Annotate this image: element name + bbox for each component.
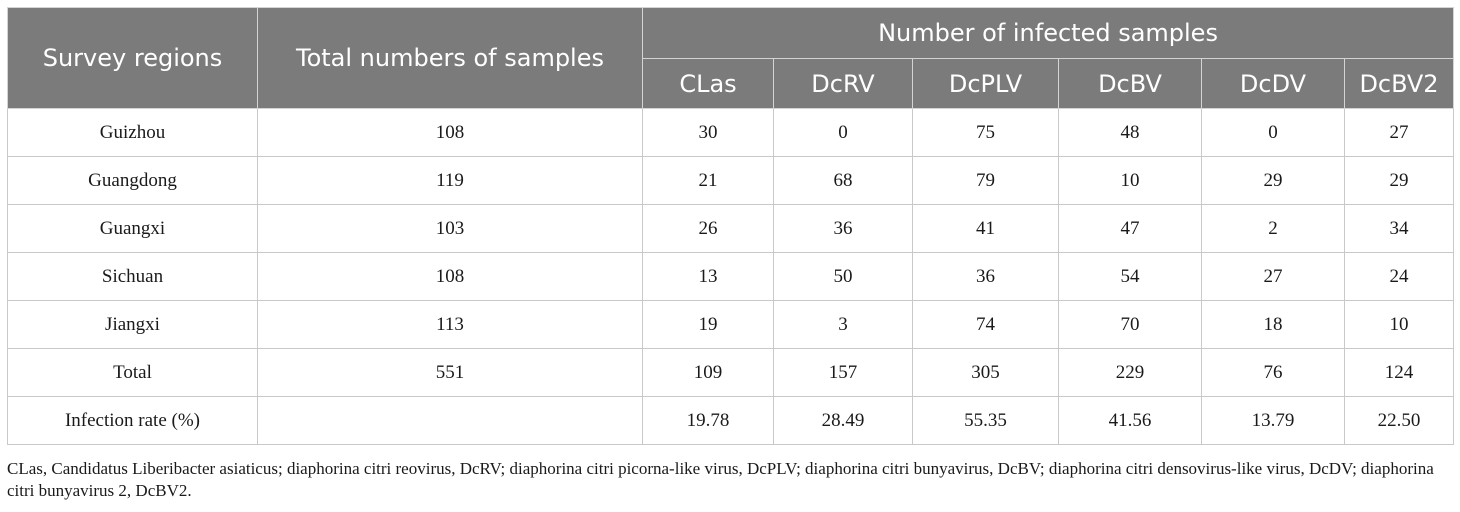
cell-value: 10	[1343, 300, 1455, 349]
cell-value: 13	[642, 252, 774, 301]
table-row-infection-rate: Infection rate (%) 19.78 28.49 55.35 41.…	[7, 396, 1455, 445]
cell-value: 3	[773, 300, 913, 349]
cell-total: 119	[257, 156, 643, 205]
table-row: Guangxi 103 26 36 41 47 2 34	[7, 204, 1455, 253]
cell-value: 48	[1058, 108, 1202, 157]
table-row: Guangdong 119 21 68 79 10 29 29	[7, 156, 1455, 205]
cell-value: 36	[773, 204, 913, 253]
cell-total: 108	[257, 252, 643, 301]
header-pathogen: DcDV	[1201, 58, 1345, 109]
cell-value: 41	[912, 204, 1059, 253]
header-survey-regions: Survey regions	[7, 7, 258, 109]
cell-value: 109	[642, 348, 774, 397]
cell-region: Guizhou	[7, 108, 258, 157]
header-row-pathogens: CLas DcRV DcPLV DcBV DcDV DcBV2	[8, 58, 1455, 109]
cell-value: 54	[1058, 252, 1202, 301]
cell-value: 27	[1343, 108, 1455, 157]
cell-value: 229	[1058, 348, 1202, 397]
header-pathogen: DcPLV	[912, 58, 1059, 109]
header-row-top: Survey regions Total numbers of samples …	[7, 7, 1455, 109]
table-container: Survey regions Total numbers of samples …	[7, 7, 1455, 445]
cell-value: 124	[1343, 348, 1455, 397]
table-footnote: CLas, Candidatus Liberibacter asiaticus;…	[7, 459, 1434, 500]
cell-region: Infection rate (%)	[7, 396, 258, 445]
cell-value: 157	[773, 348, 913, 397]
cell-value: 55.35	[912, 396, 1059, 445]
cell-total: 103	[257, 204, 643, 253]
cell-region: Total	[7, 348, 258, 397]
header-pathogen: DcBV2	[1343, 58, 1455, 109]
cell-value: 19	[642, 300, 774, 349]
header-pathogen: DcBV	[1058, 58, 1202, 109]
cell-value: 2	[1201, 204, 1345, 253]
header-total-samples: Total numbers of samples	[257, 7, 643, 109]
cell-total: 551	[257, 348, 643, 397]
cell-total: 113	[257, 300, 643, 349]
cell-region: Guangdong	[7, 156, 258, 205]
cell-value: 29	[1343, 156, 1455, 205]
table-row: Guizhou 108 30 0 75 48 0 27	[7, 108, 1455, 157]
cell-value: 24	[1343, 252, 1455, 301]
header-infected-group: Number of infected samples	[641, 7, 1455, 59]
cell-value: 18	[1201, 300, 1345, 349]
cell-value: 75	[912, 108, 1059, 157]
cell-value: 36	[912, 252, 1059, 301]
cell-value: 41.56	[1058, 396, 1202, 445]
cell-value: 79	[912, 156, 1059, 205]
cell-value: 21	[642, 156, 774, 205]
cell-value: 76	[1201, 348, 1345, 397]
cell-region: Guangxi	[7, 204, 258, 253]
table-row: Jiangxi 113 19 3 74 70 18 10	[7, 300, 1455, 349]
cell-value: 305	[912, 348, 1059, 397]
cell-value: 29	[1201, 156, 1345, 205]
cell-value: 74	[912, 300, 1059, 349]
cell-value: 13.79	[1201, 396, 1345, 445]
header-pathogen: CLas	[642, 58, 774, 109]
cell-value: 27	[1201, 252, 1345, 301]
cell-value: 28.49	[773, 396, 913, 445]
cell-value: 70	[1058, 300, 1202, 349]
table-row: Sichuan 108 13 50 36 54 27 24	[7, 252, 1455, 301]
cell-value: 10	[1058, 156, 1202, 205]
cell-value: 50	[773, 252, 913, 301]
cell-region: Jiangxi	[7, 300, 258, 349]
cell-value: 26	[642, 204, 774, 253]
cell-value: 34	[1343, 204, 1455, 253]
cell-value: 22.50	[1343, 396, 1455, 445]
cell-value: 0	[773, 108, 913, 157]
cell-value: 19.78	[642, 396, 774, 445]
cell-value: 47	[1058, 204, 1202, 253]
cell-value: 30	[642, 108, 774, 157]
header-pathogen: DcRV	[773, 58, 913, 109]
cell-total: 108	[257, 108, 643, 157]
cell-region: Sichuan	[7, 252, 258, 301]
infection-table: Survey regions Total numbers of samples …	[7, 7, 1455, 445]
table-row-total: Total 551 109 157 305 229 76 124	[7, 348, 1455, 397]
cell-value: 0	[1201, 108, 1345, 157]
cell-total	[257, 396, 643, 445]
cell-value: 68	[773, 156, 913, 205]
